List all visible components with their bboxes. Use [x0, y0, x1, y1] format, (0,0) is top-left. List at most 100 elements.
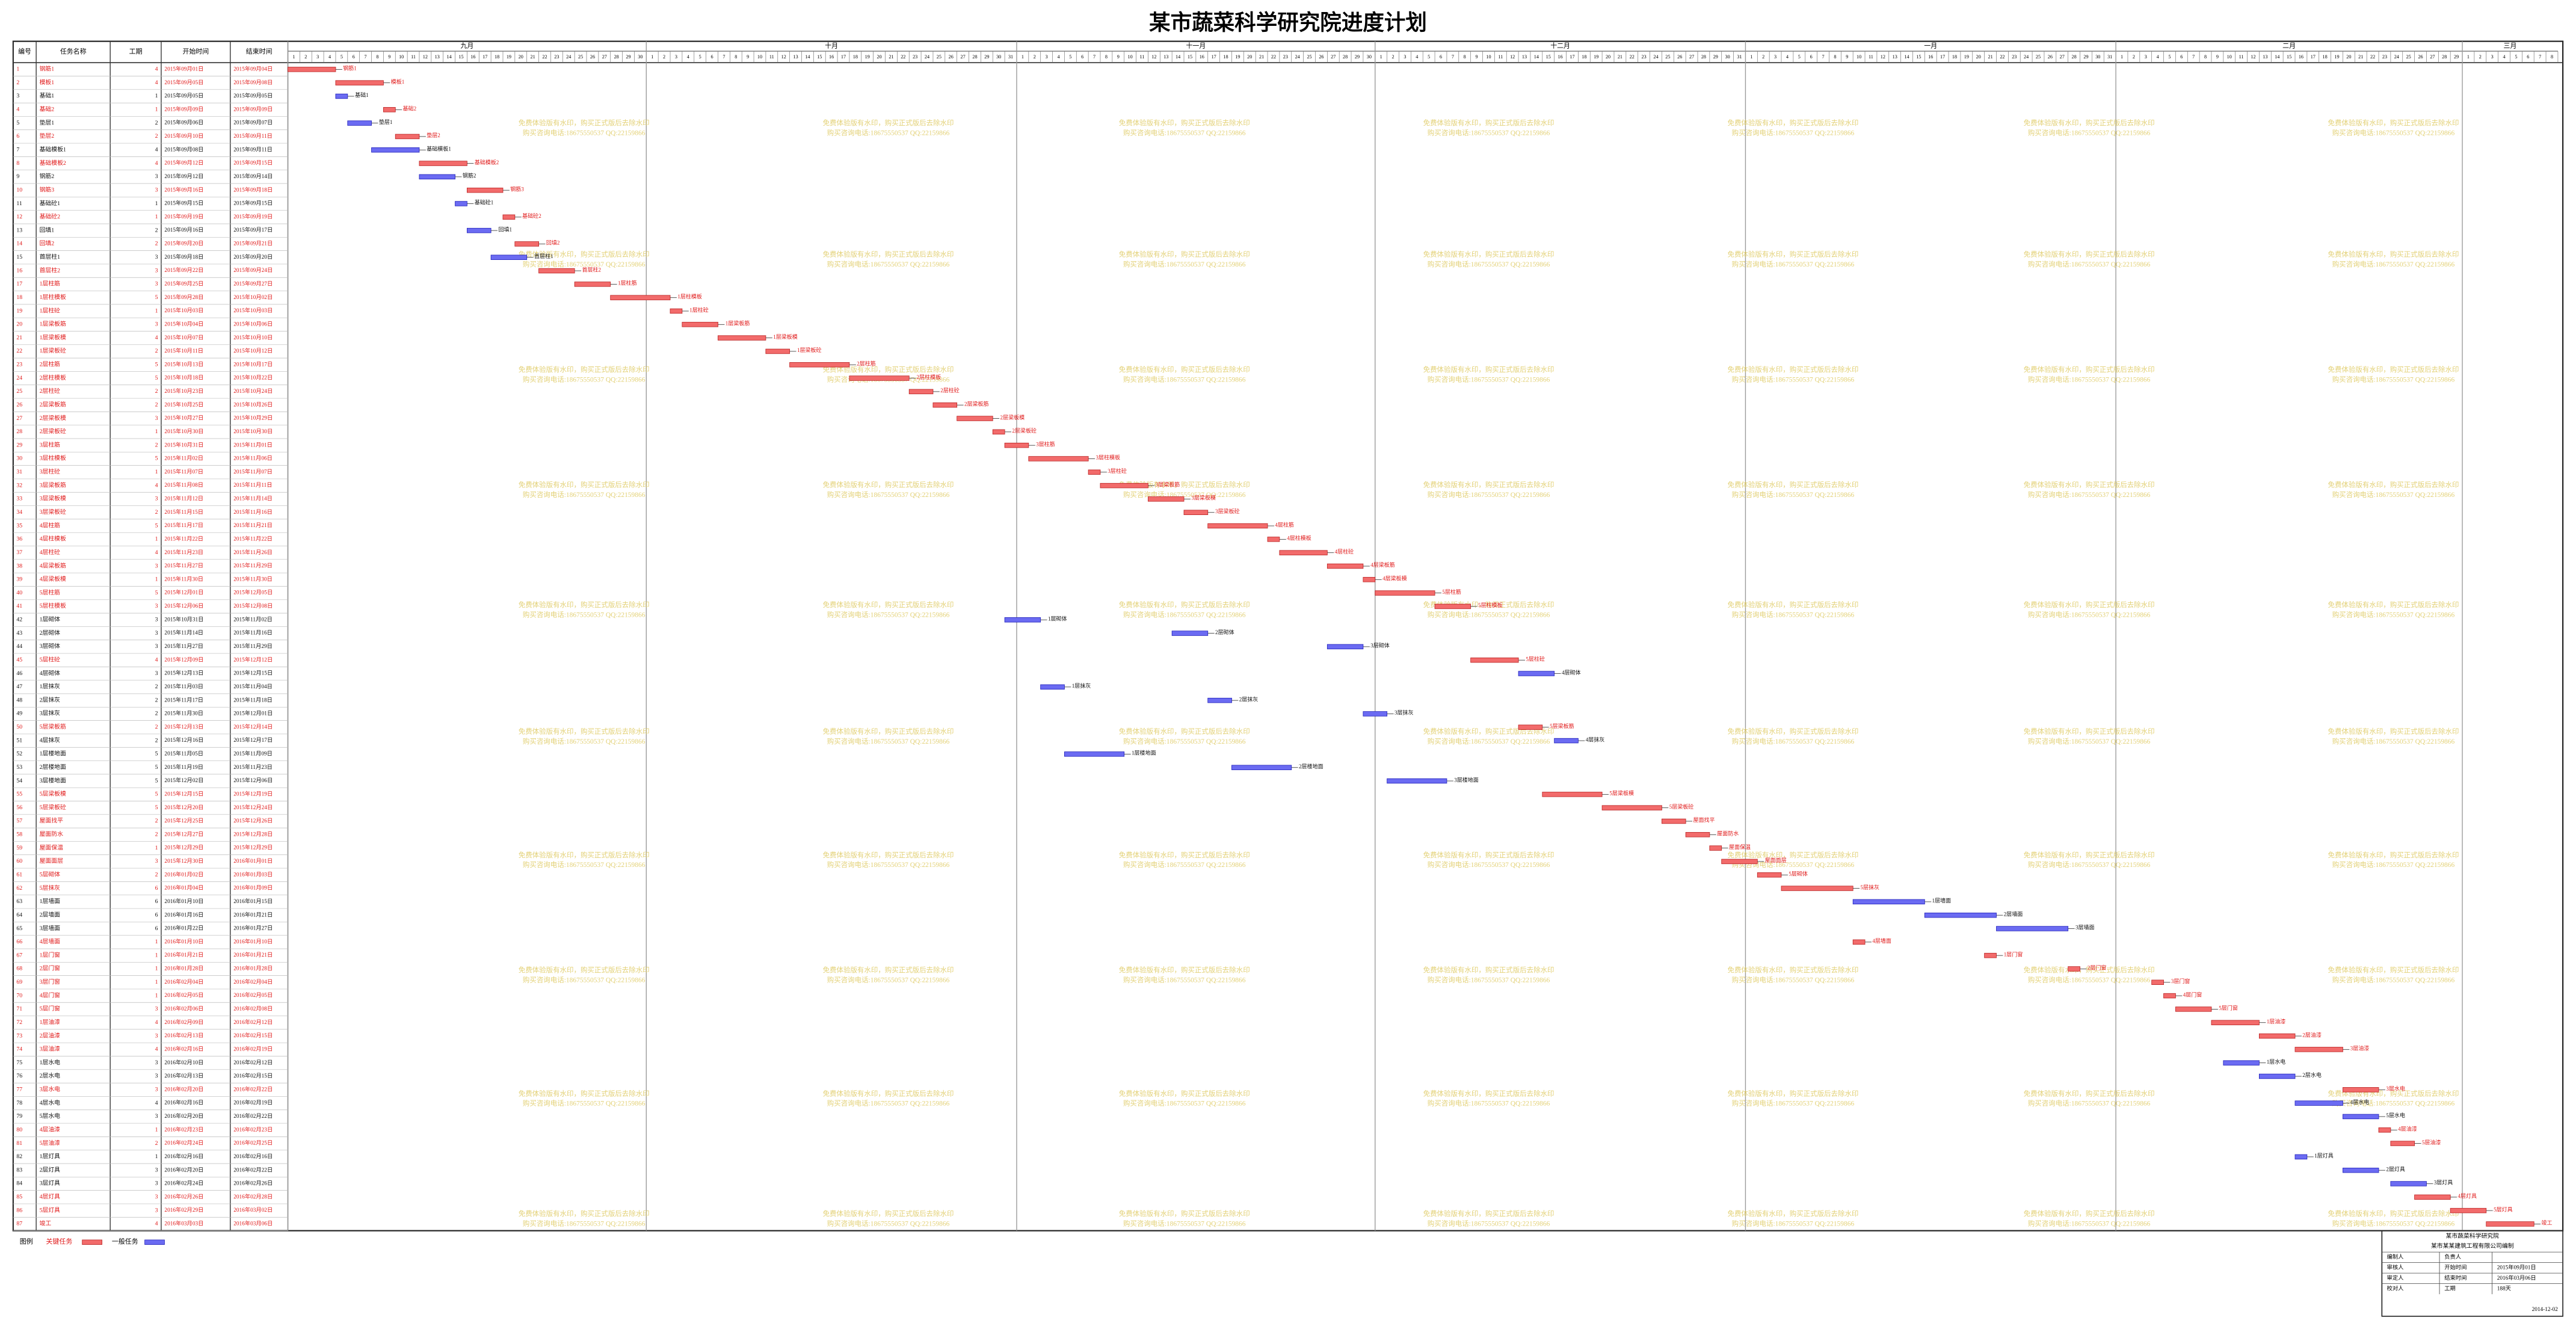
watermark: 购买咨询电话:18675550537 QQ:22159866 [2332, 1219, 2455, 1227]
day-label: 2 [2479, 54, 2482, 60]
task-name: 1层梁板模 [40, 333, 66, 341]
bar-label: 4层砌体 [1562, 669, 1581, 676]
task-id: 25 [16, 388, 22, 395]
task-end: 2016年02月12日 [233, 1019, 273, 1026]
task-duration: 1 [155, 214, 158, 220]
watermark: 购买咨询电话:18675550537 QQ:22159866 [1428, 611, 1550, 619]
day-label: 7 [1822, 54, 1824, 60]
day-label: 16 [1928, 54, 1933, 60]
day-label: 10 [1486, 54, 1491, 60]
watermark: 免费体验版有水印，购买正式版后去除水印 [519, 1209, 650, 1218]
task-id: 11 [16, 200, 22, 207]
task-end: 2015年12月05日 [233, 589, 273, 596]
watermark: 购买咨询电话:18675550537 QQ:22159866 [1123, 1219, 1246, 1227]
task-end: 2015年12月29日 [233, 844, 273, 851]
task-name: 钢筋1 [40, 65, 55, 73]
task-duration: 2 [155, 872, 158, 878]
task-bar [467, 227, 491, 233]
task-bar [514, 241, 539, 247]
task-id: 58 [16, 831, 22, 838]
bar-label: 3层水电 [2386, 1085, 2405, 1092]
task-duration: 3 [155, 1113, 158, 1120]
task-bar [2390, 1141, 2415, 1146]
watermark: 免费体验版有水印，购买正式版后去除水印 [2024, 851, 2155, 859]
watermark: 免费体验版有水印，购买正式版后去除水印 [1119, 119, 1250, 127]
task-id: 56 [16, 804, 22, 811]
watermark: 免费体验版有水印，购买正式版后去除水印 [2328, 966, 2459, 974]
day-label: 29 [626, 54, 630, 60]
day-label: 14 [1904, 54, 1909, 60]
task-duration: 3 [155, 563, 158, 569]
task-end: 2015年12月24日 [233, 804, 273, 811]
task-start: 2016年02月04日 [164, 978, 203, 985]
task-name: 3层柱砼 [40, 467, 61, 475]
watermark: 购买咨询电话:18675550537 QQ:22159866 [827, 737, 950, 745]
task-bar [1279, 550, 1328, 555]
bar-label: 2层油漆 [2302, 1031, 2322, 1038]
watermark: 免费体验版有水印，购买正式版后去除水印 [823, 119, 954, 127]
legend-title: 图例 [20, 1237, 33, 1245]
task-start: 2015年09月16日 [164, 226, 203, 233]
task-duration: 1 [155, 845, 158, 851]
bar-label: 基础2 [403, 105, 417, 112]
task-bar [1852, 899, 1925, 905]
task-start: 2015年09月08日 [164, 146, 203, 153]
watermark: 免费体验版有水印，购买正式版后去除水印 [2328, 727, 2459, 736]
day-label: 25 [578, 54, 583, 60]
task-id: 20 [16, 321, 22, 328]
watermark: 免费体验版有水印，购买正式版后去除水印 [823, 851, 954, 859]
task-duration: 6 [155, 898, 158, 905]
day-label: 14 [1534, 54, 1539, 60]
day-label: 19 [1235, 54, 1240, 60]
watermark: 免费体验版有水印，购买正式版后去除水印 [1727, 119, 1858, 127]
day-label: 2 [663, 54, 665, 60]
task-name: 1层梁板筋 [40, 320, 66, 328]
task-duration: 5 [155, 590, 158, 596]
task-bar [1685, 832, 1710, 837]
task-end: 2015年11月21日 [233, 522, 273, 529]
watermark: 免费体验版有水印，购买正式版后去除水印 [1119, 1089, 1250, 1097]
task-name: 3层墙面 [40, 924, 61, 932]
bar-label: 2层水电 [2302, 1072, 2322, 1078]
task-id: 28 [16, 428, 22, 435]
bar-label: 钢筋1 [343, 65, 357, 72]
task-bar [1207, 523, 1268, 529]
task-bar [1996, 926, 2069, 931]
task-bar [1327, 644, 1364, 650]
bar-label: 4层油漆 [2398, 1125, 2417, 1132]
day-label: 17 [1570, 54, 1574, 60]
task-bar [490, 254, 528, 260]
watermark: 购买咨询电话:18675550537 QQ:22159866 [523, 976, 646, 984]
task-start: 2015年11月12日 [164, 495, 203, 502]
watermark: 购买咨询电话:18675550537 QQ:22159866 [2028, 860, 2151, 869]
task-end: 2016年03月02日 [233, 1206, 273, 1214]
watermark: 购买咨询电话:18675550537 QQ:22159866 [1428, 128, 1550, 137]
watermark: 免费体验版有水印，购买正式版后去除水印 [2024, 600, 2155, 609]
watermark: 免费体验版有水印，购买正式版后去除水印 [2328, 365, 2459, 374]
task-id: 85 [16, 1194, 22, 1200]
task-name: 3层水电 [40, 1085, 61, 1093]
day-label: 1 [2121, 54, 2123, 60]
task-name: 2层柱模板 [40, 374, 66, 381]
day-label: 18 [1952, 54, 1957, 60]
task-id: 15 [16, 254, 22, 261]
task-duration: 2 [155, 711, 158, 717]
day-label: 20 [1247, 54, 1252, 60]
task-duration: 3 [155, 617, 158, 623]
task-duration: 1 [155, 576, 158, 583]
task-bar [1662, 818, 1686, 824]
bar-label: 2层灯具 [2386, 1166, 2405, 1172]
bar-label: 3层门窗 [2171, 978, 2190, 984]
day-label: 10 [399, 54, 404, 60]
bar-label: 1层抹灰 [1072, 682, 1091, 689]
task-start: 2015年12月20日 [164, 804, 203, 811]
task-bar [1171, 631, 1209, 636]
column-header: 工期 [129, 48, 143, 55]
day-label: 26 [1677, 54, 1682, 60]
task-bar [1721, 859, 1758, 865]
bar-label: 回填2 [546, 239, 560, 246]
task-start: 2015年11月30日 [164, 575, 203, 582]
task-bar [1231, 765, 1292, 770]
bar-label: 3层油漆 [2350, 1045, 2370, 1052]
day-label: 29 [1355, 54, 1360, 60]
